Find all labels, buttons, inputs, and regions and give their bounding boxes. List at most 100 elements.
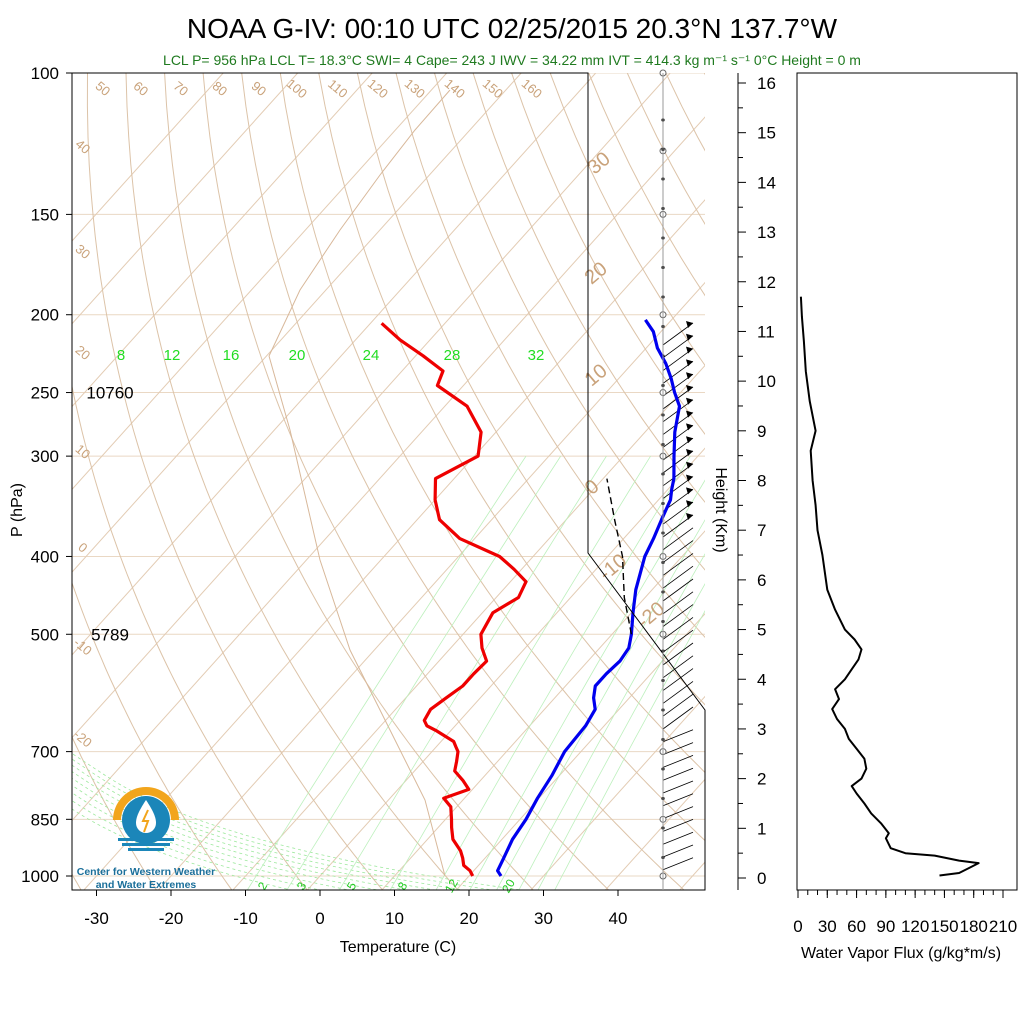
- mixing-ratio-label: 12: [164, 347, 181, 364]
- height-tick-label: 1: [757, 819, 766, 838]
- wind-barb: [662, 655, 694, 679]
- x-tick-label: 10: [385, 909, 404, 928]
- mixing-ratio-line: [554, 610, 705, 890]
- dry-adiabat-label: 110: [325, 76, 351, 101]
- wind-barb: [662, 706, 694, 730]
- height-axis-label: Height (Km): [712, 467, 729, 552]
- height-tick-label: 4: [757, 670, 766, 689]
- mixing-ratio-label: 12: [442, 876, 461, 895]
- isotherm: [455, 613, 705, 890]
- moist-adiabat: [72, 808, 293, 890]
- figure-title: NOAA G-IV: 00:10 UTC 02/25/2015 20.3°N 1…: [187, 13, 838, 44]
- wind-barb: [662, 755, 694, 768]
- flux-tick-label: 210: [989, 917, 1017, 936]
- isotherm: [72, 73, 224, 242]
- x-tick-label: -20: [159, 909, 184, 928]
- height-tick-label: 9: [757, 422, 766, 441]
- mixing-ratio-line: [338, 455, 607, 890]
- height-tick-label: 12: [757, 273, 776, 292]
- dry-adiabat: [279, 73, 705, 842]
- reference-curve: [268, 89, 451, 357]
- mixing-ratio-label: 16: [223, 347, 240, 364]
- dry-adiabat: [241, 73, 685, 890]
- dry-adiabat: [782, 73, 1024, 893]
- dry-adiabat: [820, 73, 1024, 893]
- wind-barb-pennant: [686, 359, 693, 367]
- dry-adiabat: [395, 73, 705, 638]
- wind-barb: [662, 780, 694, 794]
- height-tick-label: 11: [757, 322, 775, 341]
- wind-barb: [662, 540, 694, 563]
- y-tick-label: 500: [31, 625, 59, 644]
- dry-adiabat: [86, 73, 384, 890]
- isotherm: [72, 116, 705, 822]
- isotherm: [83, 199, 705, 890]
- flux-tick-label: 150: [930, 917, 958, 936]
- dry-adiabat-label: 40: [73, 136, 94, 157]
- y-tick-label: 700: [31, 743, 59, 762]
- logo-emblem: [113, 787, 179, 851]
- dry-adiabat: [511, 73, 705, 435]
- height-tick-label: 14: [757, 173, 776, 192]
- wind-barb: [662, 693, 694, 717]
- wind-barb-pennant: [686, 500, 693, 508]
- x-tick-label: 0: [315, 909, 324, 928]
- wind-barb: [662, 617, 694, 640]
- isotherm: [72, 73, 299, 325]
- wind-barb: [662, 629, 694, 653]
- flux-tick-label: 0: [793, 917, 802, 936]
- isotherm: [72, 73, 522, 573]
- height-tick-label: 10: [757, 372, 776, 391]
- dry-adiabat: [318, 73, 705, 774]
- y-tick-label: 850: [31, 810, 59, 829]
- dry-adiabat: [549, 73, 705, 367]
- logo-text-line2: and Water Extremes: [96, 879, 197, 891]
- x-tick-label: -30: [84, 909, 109, 928]
- background-lines: [0, 73, 1024, 893]
- dry-adiabat: [0, 73, 7, 893]
- y-tick-label: 1000: [21, 867, 59, 886]
- dry-adiabat-label: 0: [75, 539, 90, 555]
- wind-barbs: [659, 69, 694, 880]
- parcel-line: [606, 478, 633, 635]
- moist-adiabat-label: 20: [581, 258, 612, 289]
- wind-barb-pennant: [686, 513, 693, 520]
- dry-adiabat: [472, 73, 705, 503]
- wind-barb: [662, 806, 694, 819]
- wind-barb-pennant: [686, 474, 693, 482]
- flux-frame: [796, 72, 1018, 891]
- reference-curve: [268, 355, 446, 877]
- mixing-ratio-line: [246, 455, 527, 890]
- figure-subtitle: LCL P= 956 hPa LCL T= 18.3°C SWI= 4 Cape…: [163, 52, 861, 68]
- skewt-frame: [71, 72, 706, 891]
- wind-barb: [662, 604, 694, 627]
- dry-adiabat-label: 100: [284, 76, 310, 101]
- skewt-axes: -30 -20 -10 0 10 20 30 401001502002503004005007…: [21, 64, 627, 928]
- dewpoint-line: [380, 322, 528, 877]
- moist-adiabat: [72, 777, 409, 890]
- wind-barb-pennant: [686, 321, 693, 328]
- height-tick-label: 7: [757, 521, 766, 540]
- mixing-ratio-label: 20: [499, 876, 518, 895]
- wind-barb: [662, 681, 694, 704]
- mixing-ratio-line: [496, 519, 705, 890]
- wind-barb: [662, 793, 694, 807]
- dry-adiabat: [72, 383, 308, 890]
- mixing-ratio-line: [389, 455, 651, 890]
- isotherm: [306, 447, 705, 890]
- mixing-ratio-line: [286, 455, 562, 890]
- isotherm: [232, 364, 705, 890]
- wind-barb: [662, 742, 694, 755]
- skewt-xlabel: Temperature (C): [340, 939, 456, 956]
- dry-adiabat-label: -20: [71, 727, 95, 751]
- height-tick-label: 16: [757, 74, 776, 93]
- y-tick-label: 200: [31, 306, 59, 325]
- wind-barb: [662, 565, 694, 589]
- height-tick-label: 13: [757, 223, 776, 242]
- dry-adiabat: [588, 73, 705, 297]
- dry-adiabat: [743, 73, 1024, 893]
- wind-barb-pennant: [686, 436, 693, 444]
- y-tick-label: 400: [31, 547, 59, 566]
- height-tick-label: 6: [757, 571, 766, 590]
